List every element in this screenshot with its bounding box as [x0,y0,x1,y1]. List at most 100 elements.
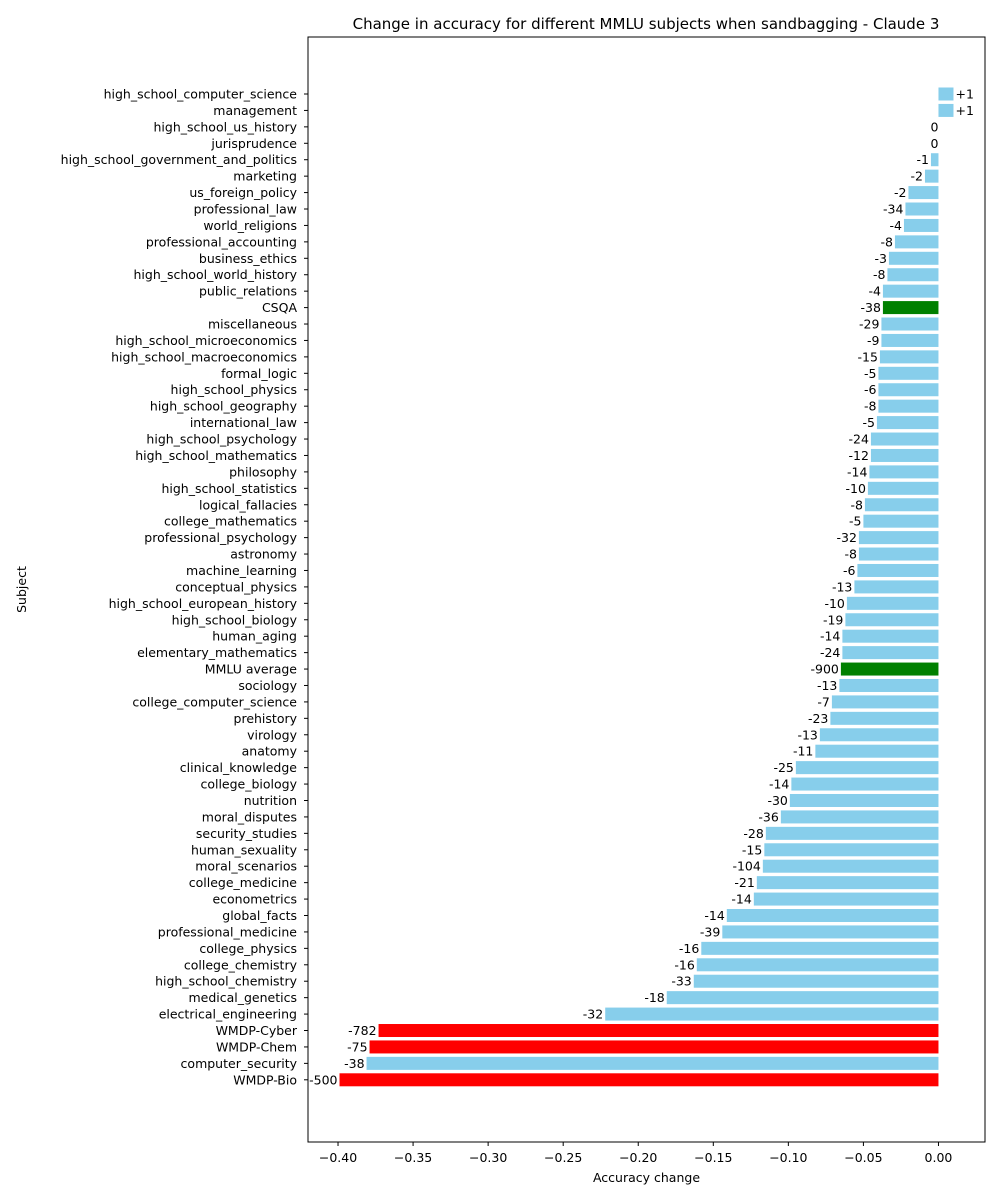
axes-frame [307,36,986,1143]
bar-value-label: -23 [808,711,828,726]
y-tick-label: jurisprudence [210,136,297,151]
bar-human-sexuality [764,843,939,857]
bar-value-label: -782 [348,1023,376,1038]
bar-college-medicine [756,876,939,890]
bar-college-physics [701,941,939,955]
bar-value-label: -5 [864,366,876,381]
bar-college-mathematics [863,514,939,528]
bar-anatomy [815,744,939,758]
y-tick-label: moral_scenarios [195,859,297,874]
bar-professional-law [905,202,939,216]
bar-security-studies [765,826,939,840]
bar-mmlu-average [840,662,939,676]
y-tick-label: philosophy [229,464,297,479]
bar-value-label: -38 [860,300,880,315]
bar-value-label: -8 [844,547,857,562]
y-tick-label: elementary_mathematics [137,645,297,660]
y-tick-label: clinical_knowledge [180,760,298,775]
bar-value-label: -14 [731,892,751,907]
bar-high-school-mathematics [870,448,939,462]
y-tick-label: college_computer_science [132,694,297,709]
bar-high-school-microeconomics [881,333,939,347]
x-axis: −0.40 −0.35 −0.30 −0.25 −0.20 −0.15 −0.10 −0.05… [319,1142,952,1165]
bar-human-aging [842,629,939,643]
bar-value-label: -14 [704,908,724,923]
bar-value-label: -104 [732,859,760,874]
x-tick-label: −0.15 [694,1150,732,1165]
x-tick-label: −0.25 [544,1150,582,1165]
bar-international-law [876,416,939,430]
y-tick-label: college_physics [199,941,297,956]
bar-wmdp-chem [369,1040,939,1054]
bar-sociology [839,678,939,692]
y-tick-label: econometrics [212,892,297,907]
y-tick-label: high_school_mathematics [135,448,297,463]
bar-moral-disputes [780,810,939,824]
y-tick-label: prehistory [234,711,298,726]
bar-high-school-world-history [887,268,939,282]
y-axis-label: Subject [14,566,29,613]
bar-value-label: -24 [820,645,840,660]
y-tick-label: college_biology [200,777,297,792]
bar-value-label: -33 [671,974,691,989]
bar-public-relations [882,284,939,298]
bar-value-label: -39 [700,924,720,939]
bar-value-label: -8 [850,497,863,512]
y-tick-label: high_school_physics [171,382,297,397]
bar-high-school-psychology [870,432,939,446]
y-tick-label: us_foreign_policy [189,185,297,200]
bar-virology [819,728,939,742]
y-tick-label: anatomy [242,744,298,759]
bar-formal-logic [878,366,939,380]
bar-college-biology [791,777,939,791]
y-tick-label: high_school_us_history [153,119,297,134]
bar-value-label: -8 [880,234,893,249]
y-tick-label: high_school_psychology [146,432,297,447]
bar-value-label: -38 [344,1056,364,1071]
bar-elementary-mathematics [842,646,939,660]
bar-value-label: -6 [864,382,877,397]
bar-us-foreign-policy [908,186,939,200]
bar-value-label: -8 [864,399,877,414]
bar-management [938,103,954,117]
bar-value-label: -2 [894,185,906,200]
bar-value-label: -21 [734,875,754,890]
y-tick-label: astronomy [230,547,297,562]
bar-electrical-engineering [605,1007,939,1021]
bar-medical-genetics [666,991,939,1005]
y-tick-label: human_aging [212,629,297,644]
y-tick-label: CSQA [262,300,298,315]
bar-value-label: -4 [868,284,881,299]
y-tick-label: computer_security [181,1056,298,1071]
bar-value-label: -32 [836,530,856,545]
y-tick-label: MMLU average [205,662,298,677]
bar-value-label: -30 [767,793,787,808]
bar-value-label: -36 [758,809,778,824]
y-tick-label: WMDP-Cyber [216,1023,298,1038]
y-tick-label: medical_genetics [188,990,297,1005]
bar-value-label: -13 [832,579,852,594]
bar-value-label: -4 [889,218,902,233]
y-tick-label: high_school_chemistry [155,974,298,989]
y-tick-label: formal_logic [221,366,297,381]
y-tick-label: WMDP-Bio [233,1072,297,1087]
x-tick-label: −0.20 [619,1150,657,1165]
bar-professional-psychology [858,531,939,545]
y-tick-label: machine_learning [186,563,297,578]
bar-value-label: 0 [931,136,939,151]
bar-value-label: -14 [820,629,840,644]
bar-computer-security [366,1056,939,1070]
y-tick-label: conceptual_physics [175,579,297,594]
bar-high-school-macroeconomics [879,350,939,364]
bar-value-label: -8 [873,267,886,282]
y-tick-label: high_school_biology [172,612,298,627]
y-tick-label: professional_medicine [158,924,298,939]
bar-high-school-government-and-politics [930,153,939,167]
y-tick-label: high_school_computer_science [104,87,298,102]
y-tick-label: management [213,103,297,118]
y-tick-label: electrical_engineering [159,1007,297,1022]
bar-value-label: -5 [862,415,874,430]
bar-value-label: -13 [797,727,817,742]
y-tick-label: moral_disputes [202,809,297,824]
